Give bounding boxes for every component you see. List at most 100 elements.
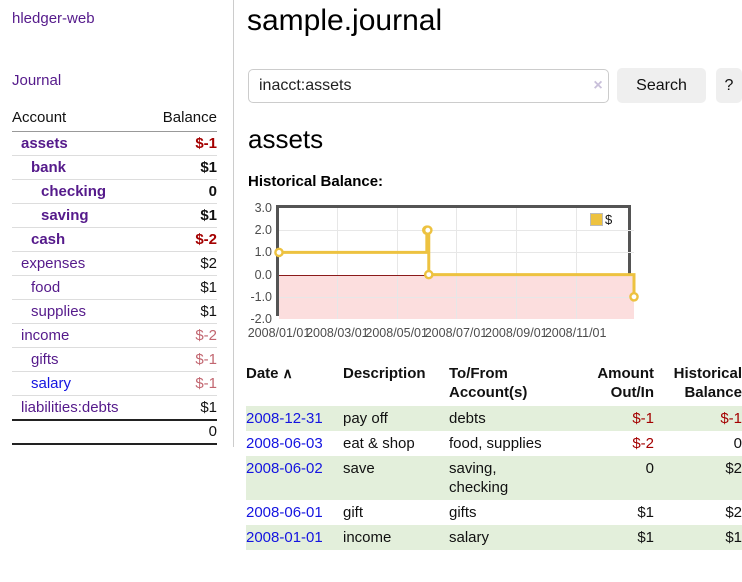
account-row: gifts $-1 xyxy=(12,348,217,372)
account-balance: $-1 xyxy=(195,135,217,152)
x-axis-tick-label: 2008/11/01 xyxy=(544,326,607,340)
page-title: sample.journal xyxy=(247,4,443,37)
transaction-row: 2008-12-31 pay off debts $-1 $-1 xyxy=(246,406,742,431)
account-link-saving[interactable]: saving xyxy=(41,207,89,224)
legend-swatch-icon xyxy=(590,213,603,226)
y-axis-tick-label: 3.0 xyxy=(254,201,272,215)
transaction-balance: 0 xyxy=(733,435,742,452)
account-link-liabilities-debts[interactable]: liabilities:debts xyxy=(21,399,119,416)
y-axis-tick-label: -1.0 xyxy=(250,289,272,304)
x-axis-tick-label: 2008/03/01 xyxy=(306,326,369,340)
transaction-date-link[interactable]: 2008-06-01 xyxy=(246,504,323,521)
account-balance: $-2 xyxy=(195,231,217,248)
account-balance: $1 xyxy=(200,303,217,320)
search-button[interactable]: Search xyxy=(617,68,706,103)
account-row: salary $-1 xyxy=(12,372,217,396)
search-input[interactable] xyxy=(248,69,609,103)
account-row: supplies $1 xyxy=(12,300,217,324)
transaction-accounts: saving, checking xyxy=(449,460,509,496)
account-row: liabilities:debts $1 xyxy=(12,396,217,419)
account-row: cash $-2 xyxy=(12,228,217,252)
historical-balance-chart: 3.0 2.0 1.0 0.0 -1.0 -2.0 2008/01/01 2008/03/01… xyxy=(246,200,676,350)
transaction-description: save xyxy=(343,460,375,477)
vertical-gridline xyxy=(456,208,457,319)
balance-column-header: Balance xyxy=(162,109,217,126)
transaction-date-link[interactable]: 2008-06-03 xyxy=(246,435,323,452)
transaction-date-link[interactable]: 2008-12-31 xyxy=(246,410,323,427)
account-row: bank $1 xyxy=(12,156,217,180)
accounts-list: assets $-1 bank $1 checking 0 saving $1 cash $-2 e… xyxy=(12,132,217,419)
account-link-salary[interactable]: salary xyxy=(31,375,72,392)
account-link-food[interactable]: food xyxy=(31,279,61,296)
x-axis-tick-label: 2008/01/01 xyxy=(247,326,311,340)
legend-label: $ xyxy=(605,212,613,227)
account-row: checking 0 xyxy=(12,180,217,204)
account-balance: $-1 xyxy=(195,351,217,368)
transaction-amount: $1 xyxy=(637,504,654,521)
account-link-checking[interactable]: checking xyxy=(41,183,107,200)
account-row: income $-2 xyxy=(12,324,217,348)
account-row: expenses $2 xyxy=(12,252,217,276)
sidebar-item-journal[interactable]: Journal xyxy=(12,72,62,89)
account-balance: $2 xyxy=(200,255,217,272)
transaction-balance: $1 xyxy=(725,529,742,546)
vertical-gridline xyxy=(396,208,398,319)
transaction-accounts: food, supplies xyxy=(449,435,542,452)
account-link-gifts[interactable]: gifts xyxy=(31,351,59,368)
y-axis-tick-label: 0.0 xyxy=(254,267,272,282)
sidebar-divider xyxy=(233,0,234,447)
transaction-description: income xyxy=(343,529,392,546)
transaction-date-link[interactable]: 2008-01-01 xyxy=(246,529,323,546)
transaction-description: eat & shop xyxy=(343,435,415,452)
account-link-assets[interactable]: assets xyxy=(21,135,68,152)
transaction-date-link[interactable]: 2008-06-02 xyxy=(246,460,323,477)
account-balance: $-1 xyxy=(195,375,217,392)
account-balance: $1 xyxy=(200,399,217,416)
help-button[interactable]: ? xyxy=(716,68,742,103)
account-row: food $1 xyxy=(12,276,217,300)
account-balance: $1 xyxy=(200,207,217,224)
column-header-amount: Amount Out/In xyxy=(597,365,654,401)
account-link-supplies[interactable]: supplies xyxy=(31,303,87,320)
transaction-row: 2008-06-01 gift gifts $1 $2 xyxy=(246,500,742,525)
y-axis-tick-label: 1.0 xyxy=(254,245,272,260)
account-balance: $1 xyxy=(200,159,217,176)
chart-legend: $ xyxy=(588,211,615,228)
account-link-bank[interactable]: bank xyxy=(31,159,67,176)
accounts-table: Account Balance assets $-1 bank $1 checking 0… xyxy=(12,106,217,445)
transactions-table-header: Date ∧ Description To/From Account(s) Amount O… xyxy=(246,364,742,406)
x-axis-tick-label: 2008/05/01 xyxy=(365,326,428,340)
app-title-link[interactable]: hledger-web xyxy=(12,10,95,27)
account-balance: $1 xyxy=(200,279,217,296)
total-balance: 0 xyxy=(208,423,217,440)
accounts-table-header: Account Balance xyxy=(12,106,217,132)
account-balance: $-2 xyxy=(195,327,217,344)
transaction-amount: 0 xyxy=(645,460,654,477)
x-axis-tick-label: 2008/09/01 xyxy=(485,326,548,340)
y-axis-tick-label: -2.0 xyxy=(250,312,272,326)
x-axis-tick-label: 2008/07/01 xyxy=(424,326,488,340)
sidebar: hledger-web Journal Account Balance asse… xyxy=(0,0,233,460)
column-header-historical: Historical Balance xyxy=(673,365,742,401)
transaction-row: 2008-06-03 eat & shop food, supplies $-2 0 xyxy=(246,431,742,456)
column-header-date[interactable]: Date ∧ xyxy=(246,365,293,382)
vertical-gridline xyxy=(337,208,339,319)
transaction-amount: $-1 xyxy=(632,410,654,427)
transaction-description: pay off xyxy=(343,410,388,427)
transaction-row: 2008-06-02 save saving, checking 0 $2 xyxy=(246,456,742,500)
column-header-description: Description xyxy=(343,365,426,382)
transaction-accounts: salary xyxy=(449,529,490,546)
sort-ascending-icon[interactable]: ∧ xyxy=(282,365,293,381)
clear-search-icon[interactable]: × xyxy=(593,77,603,94)
account-link-cash[interactable]: cash xyxy=(31,231,66,248)
vertical-gridline xyxy=(516,208,518,319)
account-link-income[interactable]: income xyxy=(21,327,70,344)
account-column-header: Account xyxy=(12,109,67,126)
account-heading: assets xyxy=(248,124,324,154)
column-header-tofrom: To/From Account(s) xyxy=(449,365,528,401)
data-point-marker xyxy=(423,225,433,236)
account-link-expenses[interactable]: expenses xyxy=(21,255,86,272)
transaction-amount: $-2 xyxy=(632,435,654,452)
transaction-amount: $1 xyxy=(637,529,654,546)
